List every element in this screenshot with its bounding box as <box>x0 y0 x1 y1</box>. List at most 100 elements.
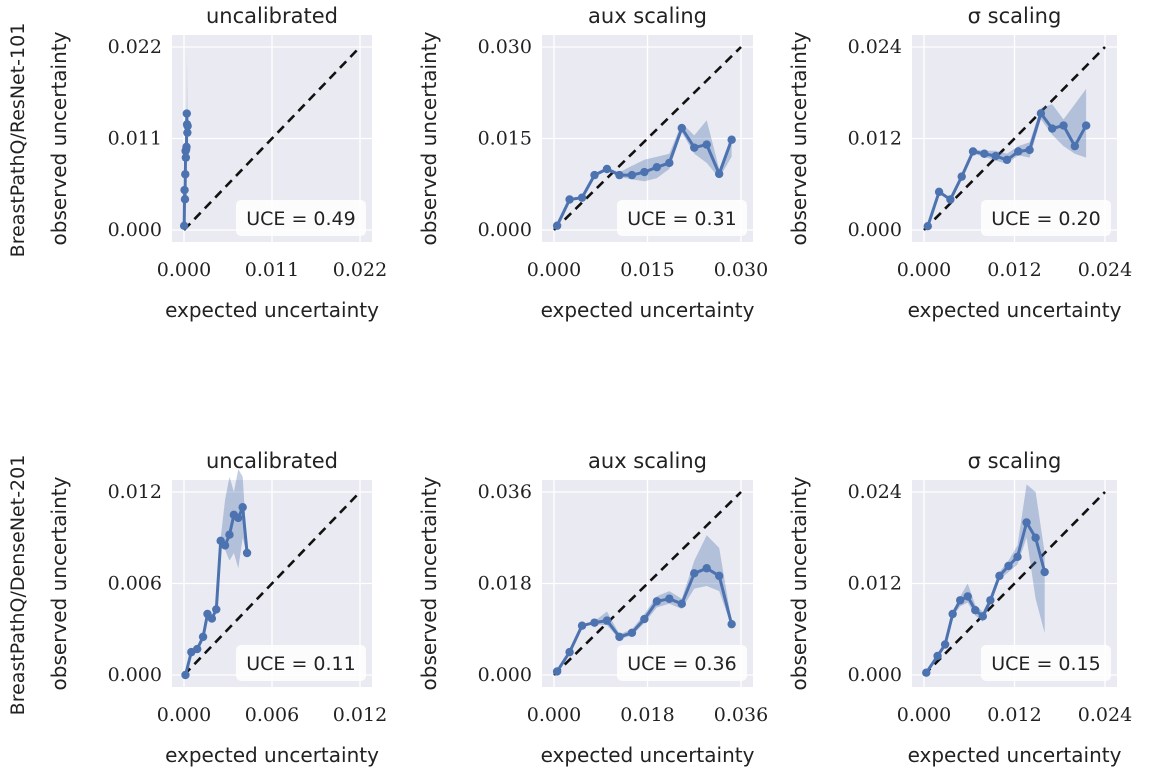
x-axis-label: expected uncertainty <box>908 298 1122 322</box>
data-point <box>181 170 190 179</box>
y-axis-label: observed uncertainty <box>417 31 441 245</box>
data-point <box>234 513 243 523</box>
data-point <box>956 596 965 605</box>
x-axis-label: expected uncertainty <box>541 298 755 322</box>
uce-box <box>981 200 1111 236</box>
x-axis-label: expected uncertainty <box>165 743 379 767</box>
x-tick-label: 0.018 <box>620 704 674 726</box>
data-point <box>225 530 234 539</box>
uce-annotation: UCE = 0.11 <box>246 653 355 675</box>
y-tick-label: 0.024 <box>848 481 902 503</box>
data-point <box>957 172 966 181</box>
data-point <box>198 632 208 642</box>
y-tick-label: 0.000 <box>478 664 532 686</box>
x-tick-label: 0.015 <box>620 259 674 281</box>
data-point <box>933 651 942 661</box>
x-tick-label: 0.000 <box>157 704 211 726</box>
y-axis-label: observed uncertainty <box>47 476 71 690</box>
data-point <box>963 592 972 601</box>
data-point <box>181 153 191 162</box>
data-point <box>923 221 932 231</box>
data-point <box>727 135 736 144</box>
y-tick-label: 0.036 <box>478 481 532 503</box>
data-point <box>577 621 587 630</box>
x-tick-label: 0.012 <box>987 704 1041 726</box>
data-point <box>207 614 217 623</box>
y-tick-label: 0.018 <box>478 573 532 595</box>
chart-panel-1: 0.000 0.015 0.030 0.000 0.015 0.030 UCE = 0.31… <box>417 4 768 322</box>
x-tick-label: 0.011 <box>245 259 299 281</box>
data-point <box>714 169 724 179</box>
data-point <box>180 195 190 204</box>
x-tick-label: 0.030 <box>714 259 768 281</box>
y-tick-label: 0.000 <box>848 664 902 686</box>
y-tick-label: 0.012 <box>108 481 162 503</box>
data-point <box>978 612 988 621</box>
chart-title: σ scaling <box>968 4 1062 28</box>
chart-panel-0: 0.000 0.011 0.022 0.000 0.011 0.022 UCE = 0.49… <box>47 4 387 322</box>
ideal-calibration-line <box>183 46 361 231</box>
chart-panel-3: 0.000 0.006 0.012 0.000 0.006 0.012 UCE = 0.11… <box>47 449 387 767</box>
ideal-calibration-line <box>923 491 1106 676</box>
data-point <box>665 158 674 168</box>
row-label-1: BreastPathQ/DenseNet-201 <box>7 455 29 716</box>
y-tick-label: 0.030 <box>478 36 532 58</box>
data-point <box>602 164 612 174</box>
data-point <box>180 185 189 195</box>
data-point <box>193 644 202 654</box>
y-tick-label: 0.000 <box>478 219 532 241</box>
data-point <box>971 605 980 615</box>
data-point <box>968 147 978 156</box>
data-point <box>702 140 711 149</box>
y-tick-label: 0.000 <box>108 219 162 241</box>
data-point <box>986 596 995 605</box>
data-point <box>615 170 624 180</box>
data-point <box>940 640 950 649</box>
ideal-calibration-line <box>553 46 742 231</box>
y-tick-label: 0.015 <box>478 128 532 150</box>
uce-box <box>617 200 747 236</box>
x-tick-label: 0.012 <box>987 259 1041 281</box>
data-point <box>183 128 192 137</box>
data-point <box>565 647 574 657</box>
data-point <box>1002 155 1012 165</box>
uce-box <box>981 645 1111 681</box>
data-point <box>991 151 1000 161</box>
chart-title: aux scaling <box>588 4 707 28</box>
uce-annotation: UCE = 0.15 <box>991 653 1100 675</box>
uce-box <box>617 645 747 681</box>
x-tick-label: 0.012 <box>333 704 387 726</box>
x-tick-label: 0.024 <box>1078 259 1132 281</box>
data-point <box>577 193 587 202</box>
y-axis-label: observed uncertainty <box>787 31 811 245</box>
chart-title: uncalibrated <box>206 4 338 28</box>
data-point <box>690 569 699 578</box>
chart-panel-5: 0.000 0.012 0.024 0.000 0.012 0.024 UCE = 0.15… <box>787 449 1132 767</box>
data-point <box>590 170 599 180</box>
data-point <box>995 571 1004 581</box>
ideal-calibration-line <box>183 491 361 676</box>
data-point <box>665 594 674 603</box>
y-tick-label: 0.000 <box>848 219 902 241</box>
data-point <box>727 619 736 629</box>
data-point <box>1014 147 1023 156</box>
data-point <box>212 605 221 614</box>
data-point <box>1081 121 1091 130</box>
data-point <box>922 668 931 677</box>
data-point <box>677 123 686 133</box>
y-tick-label: 0.022 <box>108 36 162 58</box>
y-tick-label: 0.011 <box>108 128 162 150</box>
confidence-band <box>557 535 732 672</box>
y-tick-label: 0.012 <box>848 573 902 595</box>
data-point <box>1040 567 1049 577</box>
data-point <box>183 121 192 131</box>
y-axis-label: observed uncertainty <box>787 476 811 690</box>
x-tick-label: 0.024 <box>1078 704 1132 726</box>
x-tick-label: 0.000 <box>157 259 211 281</box>
y-axis-label: observed uncertainty <box>47 31 71 245</box>
uce-annotation: UCE = 0.20 <box>991 208 1100 230</box>
chart-panel-2: 0.000 0.012 0.024 0.000 0.012 0.024 UCE = 0.20… <box>787 4 1132 322</box>
x-tick-label: 0.036 <box>714 704 768 726</box>
data-point <box>652 597 662 606</box>
